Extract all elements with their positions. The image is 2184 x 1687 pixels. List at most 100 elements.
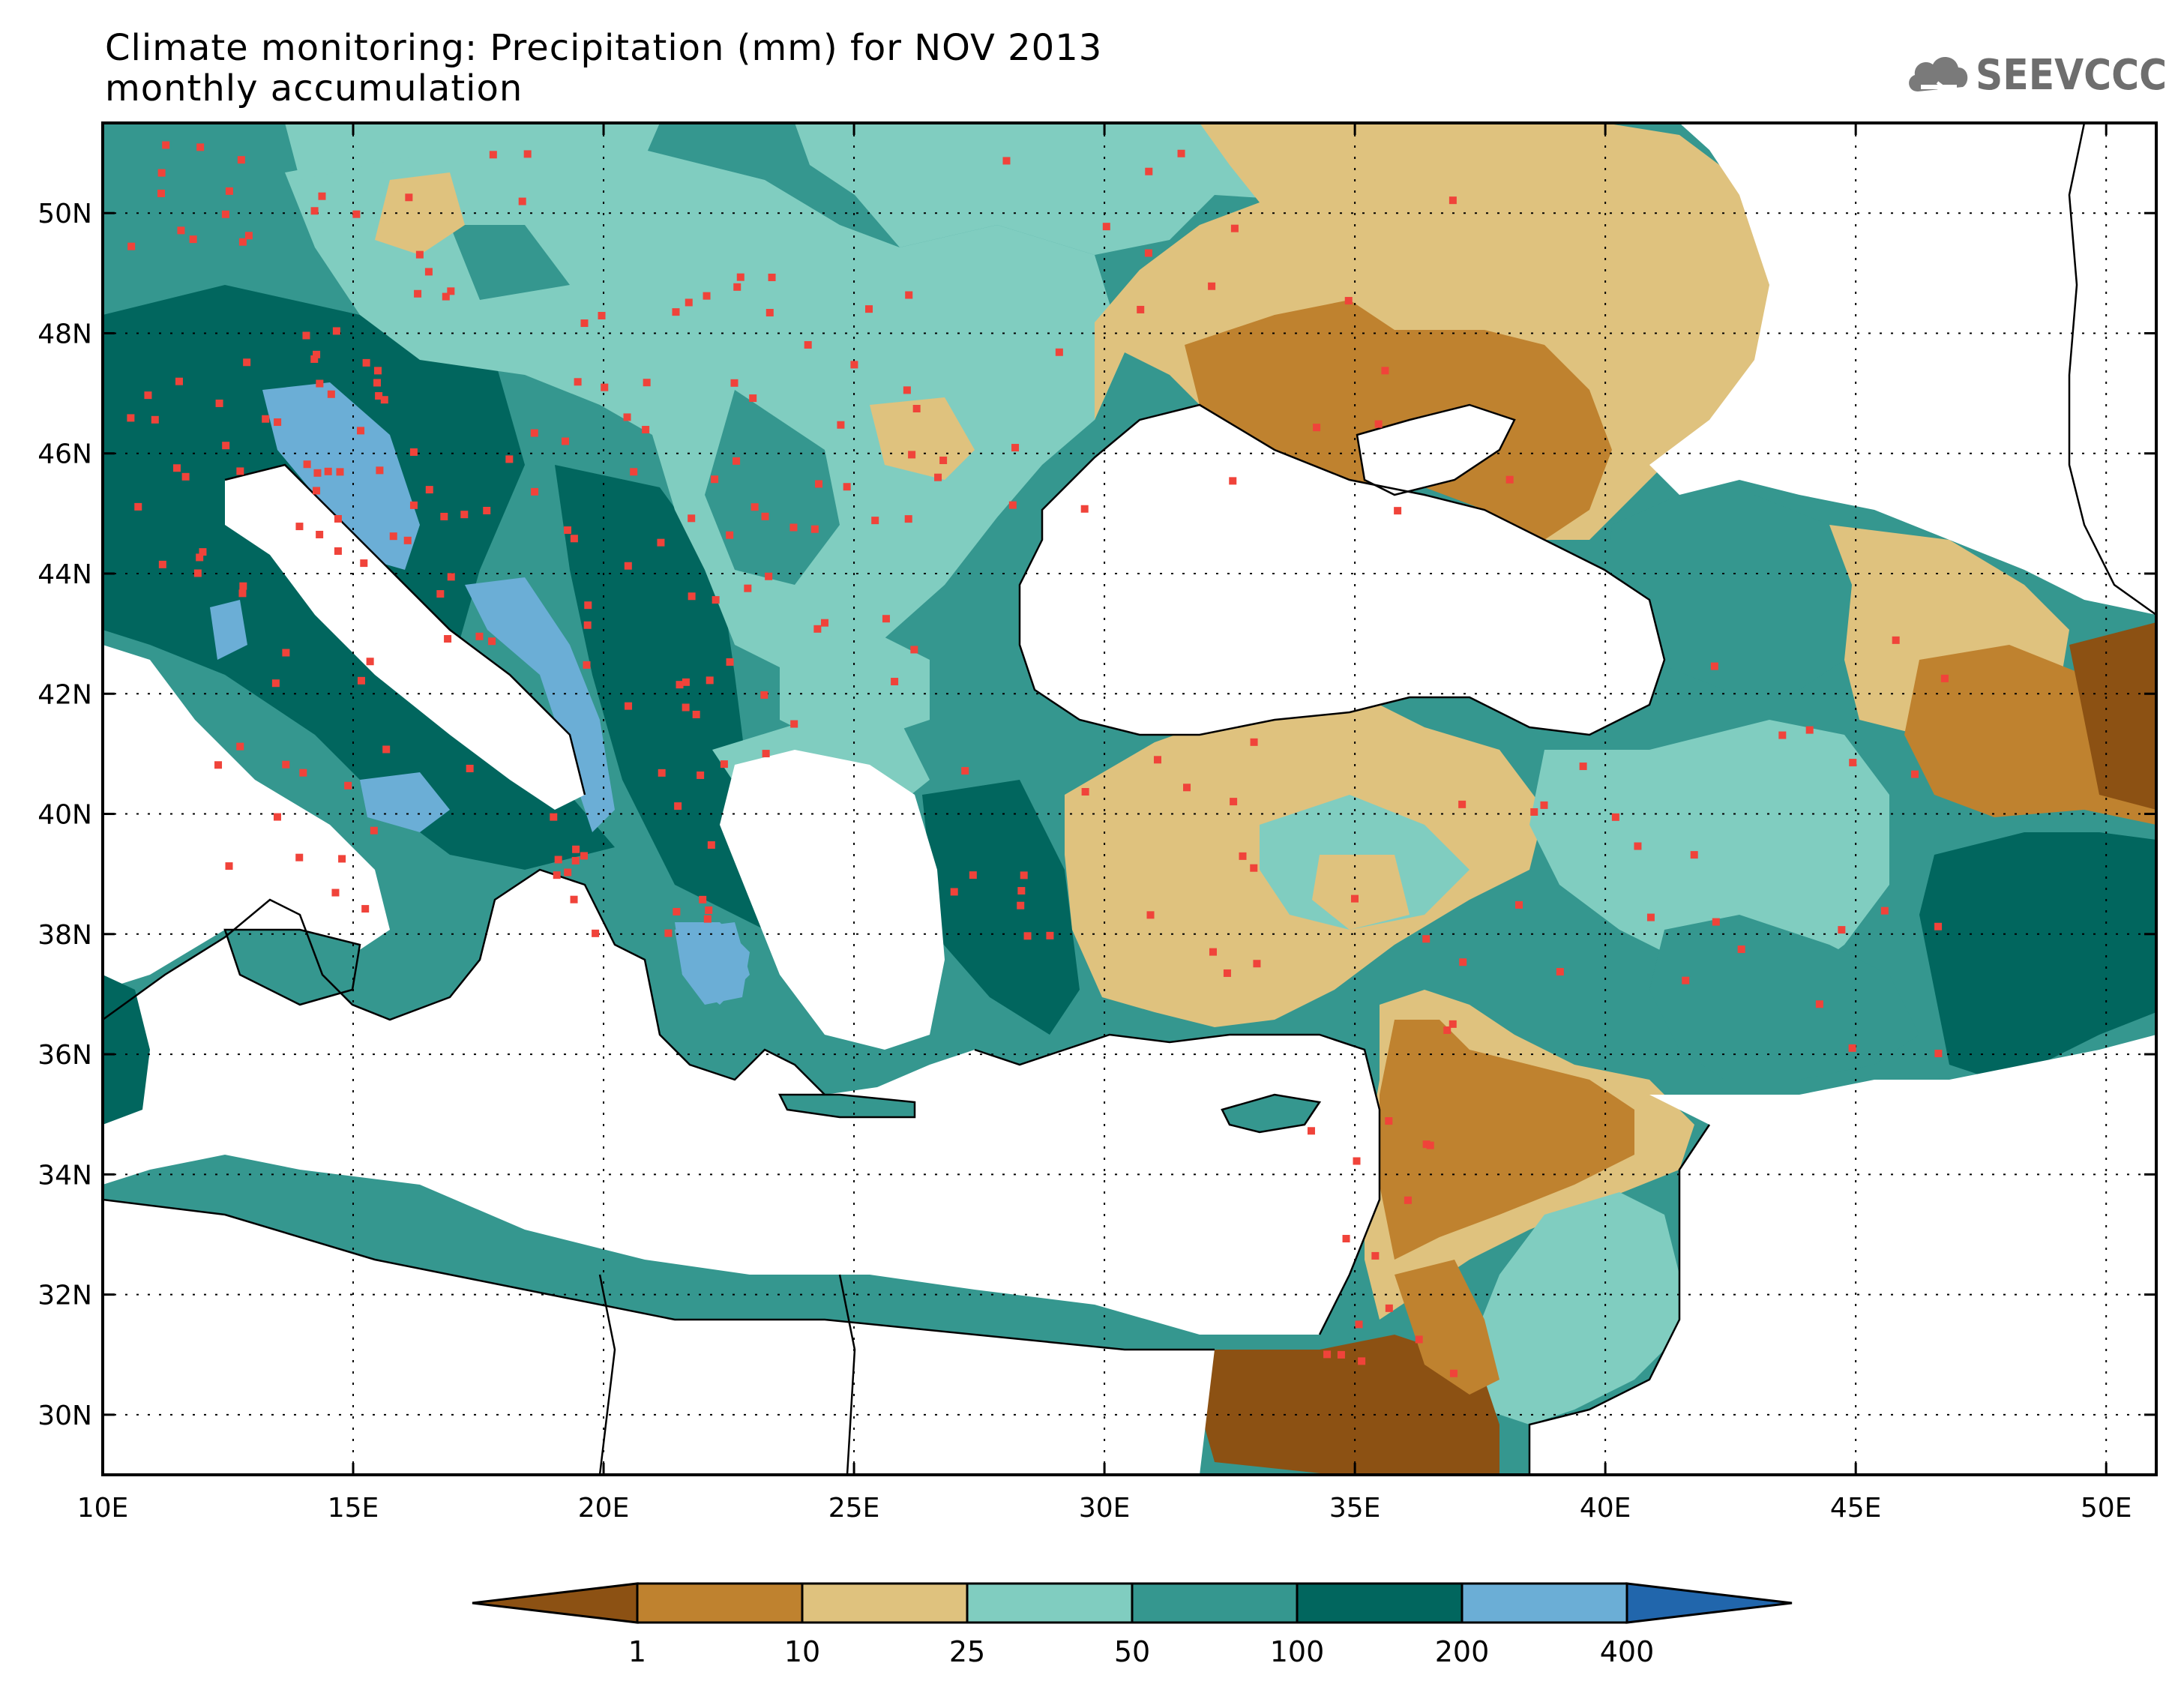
lat-tick-label: 30N	[37, 1401, 92, 1431]
station-marker	[1358, 1357, 1366, 1365]
station-marker	[243, 358, 251, 367]
graticule	[103, 123, 2156, 1475]
station-marker	[336, 468, 344, 476]
station-marker	[712, 596, 720, 604]
colorbar-segment	[1131, 1582, 1299, 1624]
station-marker	[625, 702, 633, 710]
station-marker	[843, 483, 851, 491]
station-marker	[1940, 674, 1949, 682]
station-marker	[318, 192, 326, 200]
station-marker	[236, 742, 244, 751]
station-marker	[761, 512, 769, 520]
station-marker	[673, 907, 681, 915]
station-marker	[905, 291, 913, 299]
station-marker	[1579, 763, 1587, 771]
station-marker	[361, 905, 370, 913]
station-marker	[1371, 1251, 1380, 1260]
station-marker	[127, 414, 135, 422]
station-marker	[373, 379, 382, 387]
station-marker	[553, 871, 561, 879]
station-marker	[193, 569, 202, 577]
station-marker	[334, 547, 342, 555]
station-marker	[1849, 759, 1857, 767]
station-marker	[950, 888, 958, 896]
station-marker	[1017, 887, 1026, 895]
station-marker	[442, 292, 450, 301]
station-marker	[580, 852, 589, 860]
logo-text: SEEVCCC	[1976, 51, 2168, 100]
station-marker	[1682, 976, 1690, 984]
station-marker	[1153, 756, 1161, 764]
station-marker	[891, 678, 899, 686]
station-marker	[370, 826, 378, 835]
station-marker	[762, 750, 770, 758]
station-marker	[157, 189, 166, 197]
station-marker	[425, 486, 433, 494]
station-marker	[295, 523, 304, 531]
station-marker	[697, 771, 705, 779]
station-marker	[1892, 636, 1900, 644]
station-marker	[175, 377, 183, 385]
station-marker	[1017, 901, 1025, 909]
station-marker	[1020, 871, 1028, 879]
station-marker	[692, 710, 700, 718]
station-marker	[177, 226, 185, 235]
station-marker	[1250, 864, 1258, 872]
station-marker	[598, 311, 606, 319]
station-marker	[424, 268, 433, 276]
station-marker	[389, 532, 397, 541]
station-marker	[624, 562, 632, 570]
station-marker	[310, 355, 319, 363]
station-marker	[466, 764, 474, 772]
station-marker	[518, 197, 526, 205]
station-marker	[295, 853, 304, 861]
station-marker	[157, 169, 166, 177]
station-marker	[1404, 1196, 1412, 1204]
colorbar-segment	[636, 1582, 804, 1624]
station-marker	[1323, 1350, 1332, 1359]
station-marker	[1374, 420, 1383, 428]
station-marker	[380, 396, 388, 404]
station-marker	[1344, 297, 1353, 305]
lon-tick-label: 30E	[1079, 1493, 1131, 1524]
station-marker	[489, 151, 497, 159]
station-marker	[531, 487, 539, 496]
station-marker	[903, 386, 911, 394]
axis-ticks: 10E 15E 20E 25E 30E 35E 40E 45E 50E 30N 32N 34N 36N 3…	[37, 123, 2156, 1524]
station-marker	[196, 143, 205, 151]
station-marker	[1023, 932, 1032, 940]
station-marker	[1415, 1335, 1423, 1344]
station-markers	[127, 141, 1949, 1377]
station-marker	[1011, 444, 1020, 452]
station-marker	[789, 523, 798, 532]
precipitation-field	[103, 123, 2156, 1475]
station-marker	[658, 769, 666, 777]
station-marker	[765, 309, 774, 317]
map-subtitle: monthly accumulation	[105, 67, 523, 109]
station-marker	[657, 538, 665, 547]
station-marker	[726, 658, 734, 666]
station-marker	[236, 467, 244, 475]
station-marker	[1002, 157, 1011, 165]
station-marker	[376, 466, 384, 475]
station-marker	[303, 460, 311, 469]
station-marker	[908, 451, 916, 459]
colorbar-extend-low	[472, 1582, 639, 1624]
lon-tick-label: 50E	[2081, 1493, 2132, 1524]
station-marker	[409, 501, 418, 509]
station-marker	[447, 573, 455, 581]
station-marker	[564, 526, 572, 535]
station-marker	[1183, 784, 1191, 792]
station-marker	[523, 150, 532, 158]
station-marker	[1458, 800, 1466, 808]
station-marker	[409, 448, 418, 456]
station-marker	[1313, 424, 1321, 432]
station-marker	[682, 678, 690, 686]
station-marker	[910, 646, 918, 654]
lat-tick-label: 38N	[37, 920, 92, 951]
station-marker	[1250, 738, 1258, 746]
station-marker	[324, 467, 332, 475]
station-marker	[1838, 926, 1846, 934]
station-marker	[707, 841, 715, 849]
